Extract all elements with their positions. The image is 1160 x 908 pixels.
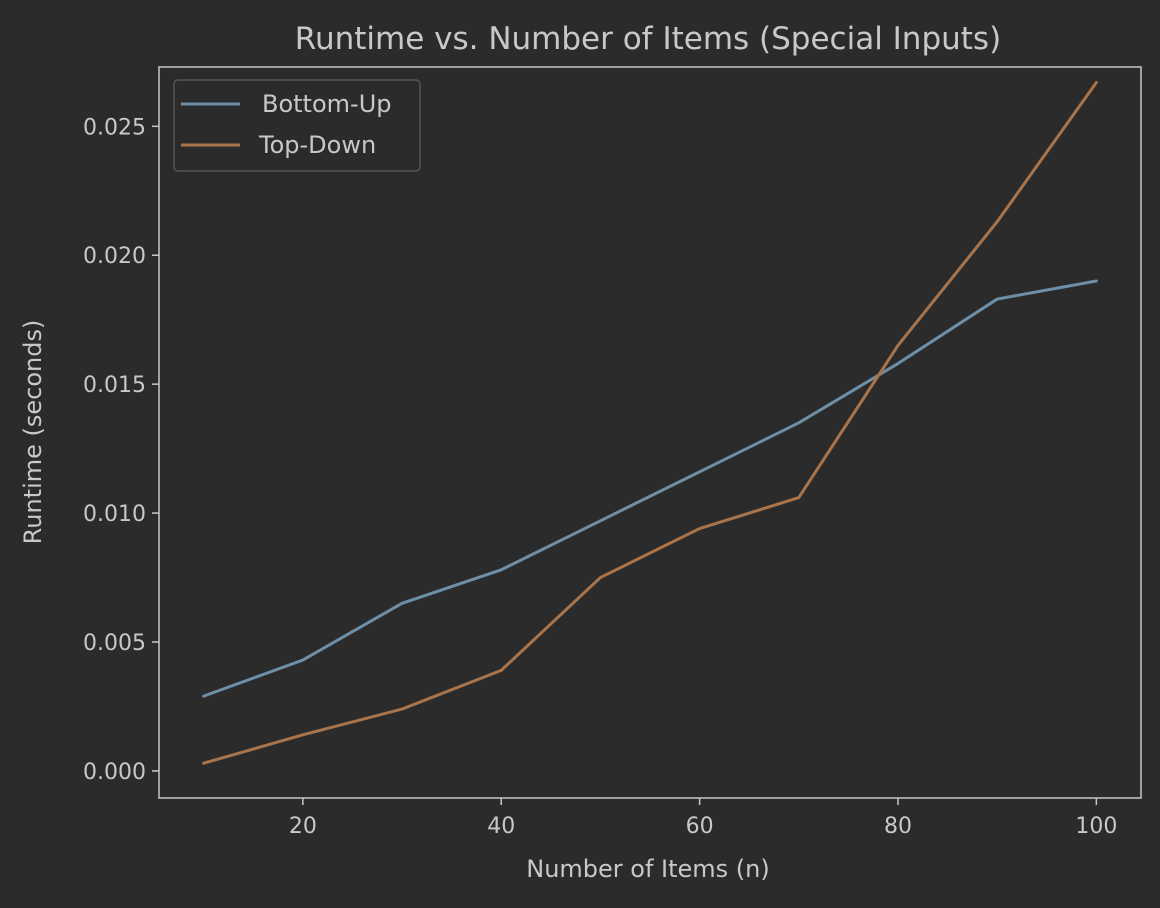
x-tick-label: 100 bbox=[1075, 814, 1117, 839]
x-tick-label: 20 bbox=[289, 814, 317, 839]
y-axis-label: Runtime (seconds) bbox=[19, 320, 47, 545]
x-tick-label: 80 bbox=[884, 814, 912, 839]
chart-title: Runtime vs. Number of Items (Special Inp… bbox=[295, 21, 1001, 57]
legend: Bottom-Up Top-Down bbox=[173, 79, 421, 172]
x-axis-label: Number of Items (n) bbox=[526, 855, 770, 883]
y-tick-label: 0.010 bbox=[83, 502, 146, 527]
y-tick-label: 0.000 bbox=[83, 760, 146, 785]
y-tick-label: 0.005 bbox=[83, 631, 146, 656]
series-line-top-down bbox=[202, 80, 1098, 765]
legend-label-top-down: Top-Down bbox=[258, 131, 376, 159]
series-lines bbox=[202, 80, 1098, 765]
y-axis: 0.000 0.005 0.010 0.015 0.020 0.025 bbox=[83, 115, 159, 785]
legend-label-bottom-up: Bottom-Up bbox=[262, 90, 392, 118]
x-tick-label: 40 bbox=[487, 814, 515, 839]
x-axis: 20 40 60 80 100 bbox=[289, 798, 1117, 839]
x-tick-label: 60 bbox=[686, 814, 714, 839]
series-line-bottom-up bbox=[202, 279, 1098, 698]
y-tick-label: 0.020 bbox=[83, 244, 146, 269]
y-tick-label: 0.015 bbox=[83, 373, 146, 398]
plot-area-frame bbox=[158, 66, 1142, 799]
y-tick-label: 0.025 bbox=[83, 115, 146, 140]
